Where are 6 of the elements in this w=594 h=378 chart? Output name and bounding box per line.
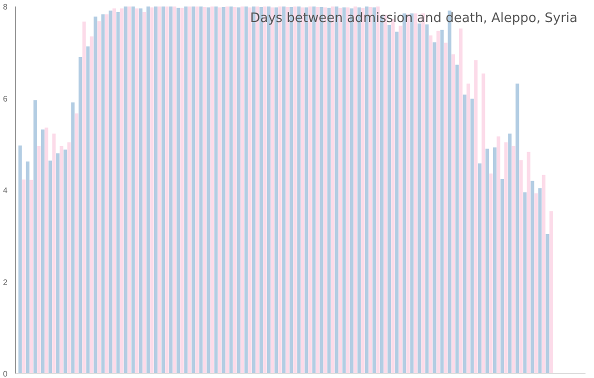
chart-title: Days between admission and death, Aleppo, Syria (250, 11, 578, 26)
y-tick-label: 0 (3, 370, 8, 378)
y-tick-label: 8 (3, 2, 8, 12)
y-tick-label: 4 (3, 186, 8, 195)
y-tick-label: 6 (3, 94, 8, 104)
y-tick-label: 2 (3, 278, 8, 287)
